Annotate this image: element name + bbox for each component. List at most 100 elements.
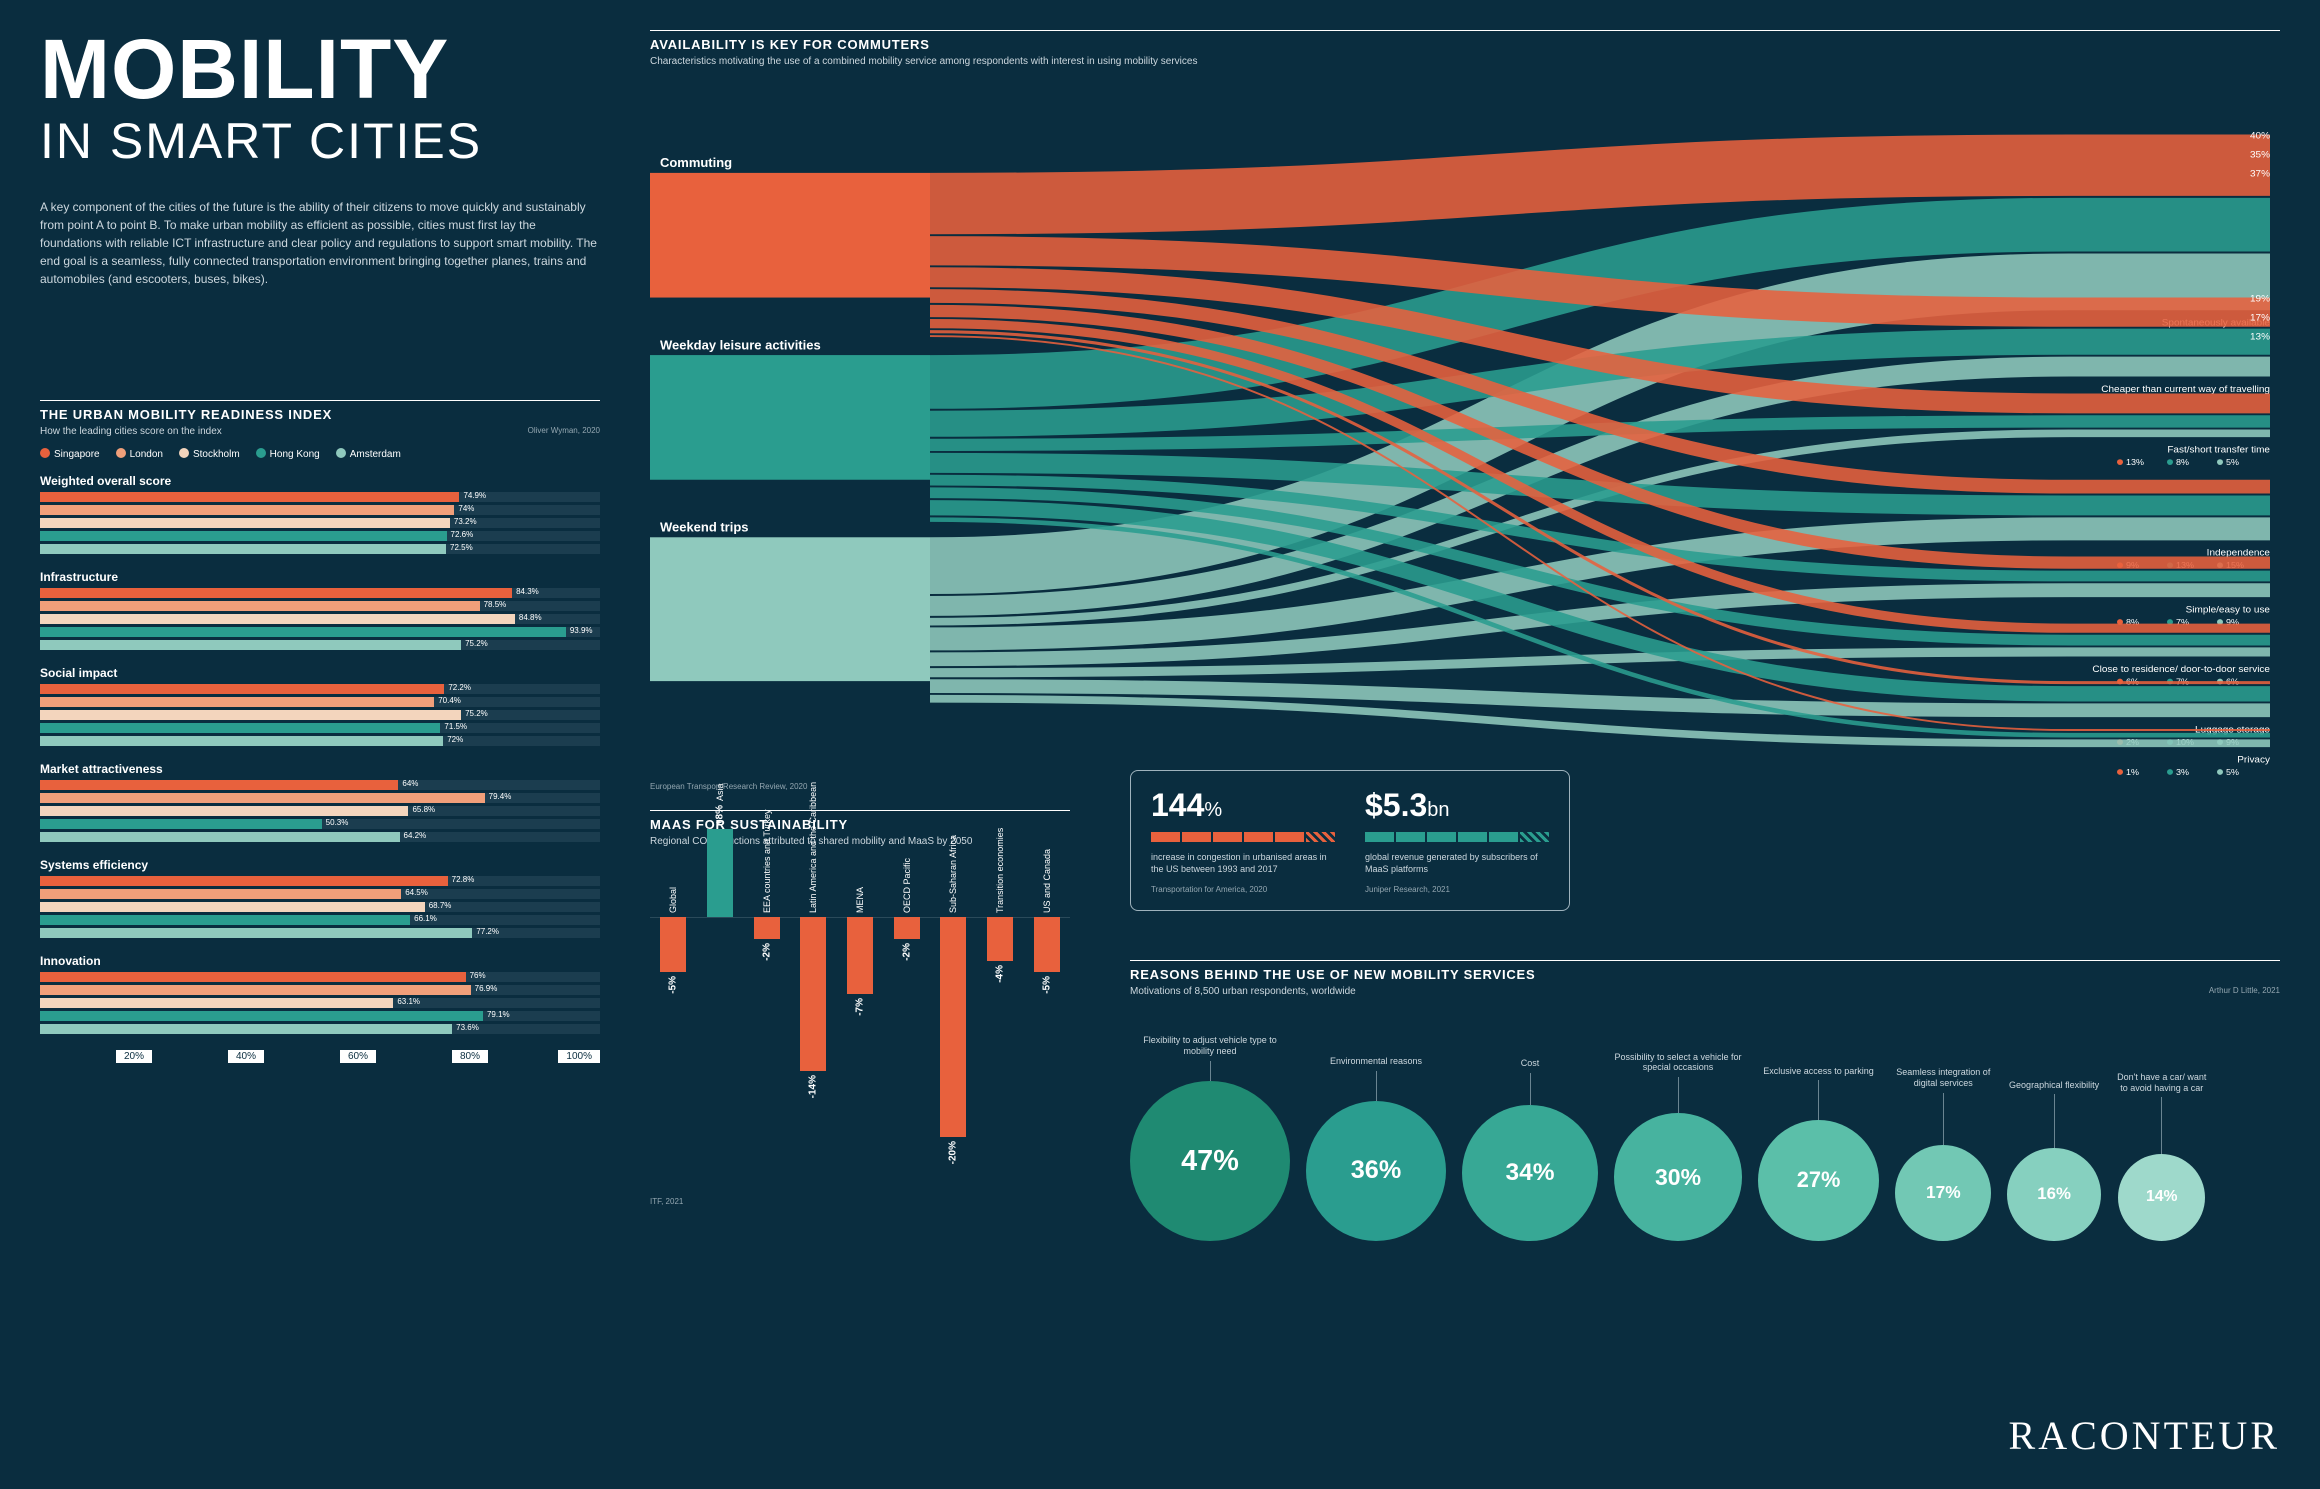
bar-fill: 65.8% <box>40 806 408 816</box>
bar-value: 74.9% <box>463 491 486 500</box>
mini-bar-segment <box>1213 832 1242 842</box>
sankey-target-value: 17% <box>2250 313 2270 324</box>
bar-value: 73.2% <box>454 517 477 526</box>
legend-dot-icon <box>116 448 126 458</box>
readiness-title: THE URBAN MOBILITY READINESS INDEX <box>40 407 600 422</box>
bar-value: 76.9% <box>475 984 498 993</box>
maas-bar <box>1034 917 1060 972</box>
bubble-circle: 27% <box>1758 1120 1879 1241</box>
bubble-circle: 14% <box>2118 1154 2205 1241</box>
bubble-circle: 47% <box>1130 1081 1290 1241</box>
bubble-circle: 34% <box>1462 1105 1598 1241</box>
bar-value: 66.1% <box>414 914 437 923</box>
bubble-stem <box>1210 1061 1211 1081</box>
bubble-label: Exclusive access to parking <box>1758 1036 1879 1076</box>
bubble-circle: 16% <box>2007 1148 2100 1241</box>
bar-track: 73.2% <box>40 518 600 528</box>
legend-item: Hong Kong <box>256 447 320 460</box>
readiness-subtitle: How the leading cities score on the inde… <box>40 426 222 437</box>
bubble-label: Cost <box>1462 1029 1598 1069</box>
reasons-subtitle: Motivations of 8,500 urban respondents, … <box>1130 986 1356 997</box>
axis-tick: 20% <box>116 1050 152 1063</box>
bar-value: 77.2% <box>476 927 499 936</box>
maas-bar <box>800 917 826 1071</box>
bubble-label: Possibility to select a vehicle for spec… <box>1614 1033 1742 1073</box>
sankey-source-label: Weekday leisure activities <box>660 338 821 353</box>
legend-item: London <box>116 447 163 460</box>
bar-value: 72.6% <box>451 530 474 539</box>
mini-bar-segment <box>1489 832 1518 842</box>
maas-value: -5% <box>1041 976 1052 994</box>
bar-track: 66.1% <box>40 915 600 925</box>
bar-fill: 64.5% <box>40 889 401 899</box>
bar-fill: 74.9% <box>40 492 459 502</box>
bar-value: 79.1% <box>487 1010 510 1019</box>
maas-bar <box>987 917 1013 961</box>
legend-label: London <box>130 449 163 460</box>
sankey-source-block <box>650 173 930 298</box>
bubble-label: Environmental reasons <box>1306 1027 1446 1067</box>
bar-value: 71.5% <box>444 722 467 731</box>
maas-bar <box>660 917 686 972</box>
revenue-value: $5.3bn <box>1365 787 1549 824</box>
bar-value: 76% <box>470 971 486 980</box>
bubble-item: Seamless integration of digital services… <box>1895 1049 1991 1241</box>
bar-value: 75.2% <box>465 709 488 718</box>
legend-label: Hong Kong <box>270 449 320 460</box>
page-title-main: MOBILITY <box>40 30 600 110</box>
axis-tick: 60% <box>340 1050 376 1063</box>
bar-fill: 84.3% <box>40 588 512 598</box>
maas-bar <box>707 829 733 917</box>
bar-track: 50.3% <box>40 819 600 829</box>
bubble-label: Geographical flexibility <box>2007 1050 2100 1090</box>
bubble-item: Don't have a car/ want to avoid having a… <box>2117 1053 2207 1241</box>
metric-label: Systems efficiency <box>40 858 600 872</box>
bar-track: 78.5% <box>40 601 600 611</box>
mini-bar-segment <box>1427 832 1456 842</box>
bar-value: 50.3% <box>326 818 349 827</box>
sankey-title: AVAILABILITY IS KEY FOR COMMUTERS <box>650 37 2280 52</box>
bar-track: 72.8% <box>40 876 600 886</box>
sankey-source-block <box>650 537 930 681</box>
mini-bar-segment <box>1182 832 1211 842</box>
bubble-circle: 36% <box>1306 1101 1446 1241</box>
bar-track: 79.4% <box>40 793 600 803</box>
sankey-target-label: Simple/easy to use <box>2186 605 2270 616</box>
mini-bar-segment <box>1365 832 1394 842</box>
mini-bar-segment <box>1244 832 1273 842</box>
maas-bar <box>894 917 920 939</box>
sankey-target-label: Privacy <box>2237 755 2270 766</box>
bar-value: 75.2% <box>465 639 488 648</box>
sankey-target-value: 13% <box>2250 332 2270 343</box>
bubble-label: Flexibility to adjust vehicle type to mo… <box>1130 1017 1290 1057</box>
bar-track: 75.2% <box>40 640 600 650</box>
bubble-item: Geographical flexibility 16% <box>2007 1050 2100 1241</box>
maas-bar <box>847 917 873 994</box>
bar-value: 63.1% <box>397 997 420 1006</box>
sankey-subtitle: Characteristics motivating the use of a … <box>650 56 1197 67</box>
sankey-source-block <box>650 355 930 480</box>
bubble-stem <box>1376 1071 1377 1101</box>
bar-track: 65.8% <box>40 806 600 816</box>
readiness-index-section: THE URBAN MOBILITY READINESS INDEX How t… <box>40 400 600 1063</box>
sankey-target-value: 37% <box>2250 169 2270 180</box>
bar-track: 84.3% <box>40 588 600 598</box>
bar-track: 76.9% <box>40 985 600 995</box>
bar-fill: 76.9% <box>40 985 471 995</box>
bar-track: 74% <box>40 505 600 515</box>
bar-fill: 73.2% <box>40 518 450 528</box>
sankey-section: AVAILABILITY IS KEY FOR COMMUTERS Charac… <box>650 30 2280 791</box>
congestion-value: 144% <box>1151 787 1335 824</box>
legend-label: Amsterdam <box>350 449 401 460</box>
legend-dot-icon <box>256 448 266 458</box>
bar-track: 68.7% <box>40 902 600 912</box>
sankey-dot-value: 3% <box>2176 767 2189 777</box>
reasons-title: REASONS BEHIND THE USE OF NEW MOBILITY S… <box>1130 967 2280 982</box>
bubble-item: Possibility to select a vehicle for spec… <box>1614 1033 1742 1241</box>
bar-value: 79.4% <box>489 792 512 801</box>
maas-region-label: Global <box>668 887 678 913</box>
bar-fill: 64.2% <box>40 832 400 842</box>
legend-item: Stockholm <box>179 447 240 460</box>
bar-fill: 68.7% <box>40 902 425 912</box>
revenue-desc: global revenue generated by subscribers … <box>1365 852 1549 875</box>
